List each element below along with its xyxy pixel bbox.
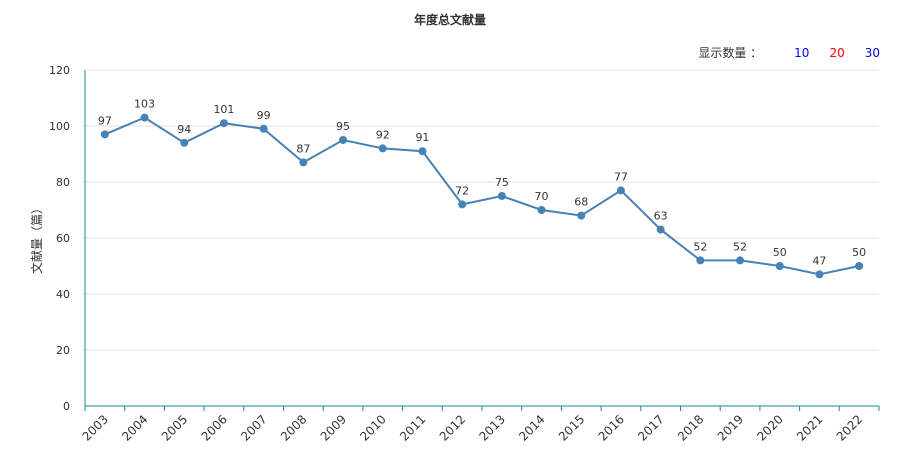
display-count-option-20[interactable]: 20 [829,45,845,60]
data-label: 50 [852,246,866,259]
x-tick-label: 2021 [794,412,825,443]
x-tick-label: 2008 [278,412,309,443]
data-point [458,200,467,209]
data-point [537,206,546,214]
x-tick-label: 2020 [754,412,785,443]
data-label: 101 [213,103,234,116]
data-label: 103 [134,98,155,111]
data-point [140,113,149,122]
data-label: 75 [495,176,509,189]
display-count-option-30[interactable]: 30 [864,45,880,60]
data-label: 91 [415,131,429,144]
x-tick-label: 2009 [318,412,349,443]
x-tick-label: 2004 [119,412,150,443]
x-tick-label: 2012 [437,412,468,443]
y-tick-label: 60 [56,232,70,245]
x-tick-label: 2013 [476,412,507,443]
y-tick-label: 20 [56,344,70,357]
chart-title: 年度总文献量 [413,13,486,27]
data-label: 94 [177,123,191,136]
data-point [497,192,506,200]
data-point [736,256,745,265]
y-tick-label: 0 [63,400,70,413]
display-count-selector: 显示数量 ： 10 20 30 [698,44,880,61]
x-tick-label: 2018 [675,412,706,443]
y-tick-label: 80 [56,176,70,189]
data-point [339,136,348,144]
data-label: 99 [257,109,271,122]
data-point [775,262,784,270]
data-label: 77 [614,170,628,183]
data-label: 87 [296,142,310,155]
x-tick-label: 2015 [556,412,587,443]
x-tick-label: 2005 [159,412,190,443]
x-tick-label: 2022 [834,412,865,443]
data-point [577,211,586,220]
data-label: 97 [98,114,112,127]
data-point [696,256,705,265]
data-label: 95 [336,120,350,133]
data-label: 70 [535,190,549,203]
display-count-label: 显示数量 ： [698,46,763,60]
data-point [815,270,824,279]
data-point [259,124,268,133]
data-label: 63 [654,210,668,223]
data-label: 72 [455,184,469,197]
data-point [616,186,625,195]
y-axis-title: 文献量（篇） [29,202,44,274]
x-tick-label: 2010 [357,412,388,443]
y-tick-label: 120 [49,64,70,77]
data-point [180,138,189,147]
data-label: 52 [693,240,707,253]
data-point [656,225,665,234]
data-point [378,144,387,153]
data-point [855,262,864,270]
x-tick-label: 2007 [238,412,269,443]
x-tick-label: 2019 [715,412,746,443]
data-label: 92 [376,128,390,141]
data-label: 50 [773,246,787,259]
x-tick-label: 2011 [397,412,428,443]
data-point [418,147,427,156]
x-tick-label: 2017 [635,412,666,443]
data-point [219,119,228,128]
x-tick-label: 2014 [516,412,547,443]
series-line [104,116,860,276]
x-tick-label: 2016 [596,412,627,443]
data-label: 52 [733,240,747,253]
x-tick-label: 2003 [79,412,110,443]
data-label: 47 [812,254,826,267]
x-tick-label: 2006 [199,412,230,443]
y-tick-label: 100 [49,120,70,133]
data-label: 68 [574,196,588,209]
y-tick-label: 40 [56,288,70,301]
data-point [299,158,308,167]
data-point [100,130,109,139]
display-count-option-10[interactable]: 10 [794,45,810,60]
